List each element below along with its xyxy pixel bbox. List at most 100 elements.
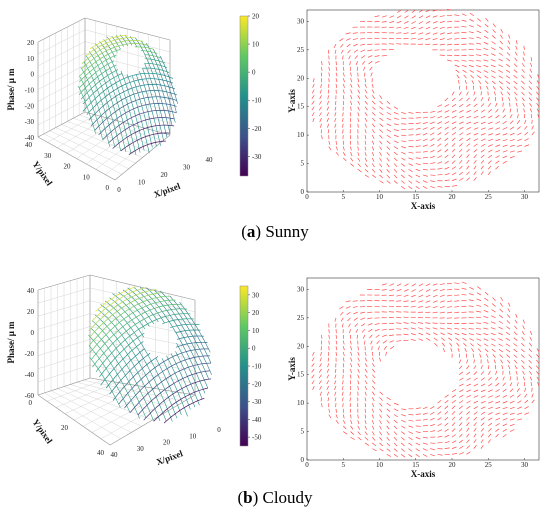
quiver-arrow — [458, 428, 463, 432]
quiver-arrow — [349, 61, 351, 66]
quiver-arrow — [364, 146, 367, 151]
quiver-arrow — [432, 300, 438, 303]
quiver-arrow — [357, 351, 360, 356]
quiver-arrow — [357, 368, 360, 373]
quiver-arrow — [422, 144, 428, 147]
quiver-arrow — [451, 166, 456, 170]
quiver-arrow — [320, 83, 322, 88]
quiver-arrow — [444, 115, 450, 119]
quiver-arrow — [342, 83, 345, 88]
quiver-arrow — [439, 289, 445, 292]
quiver-arrow — [430, 156, 436, 159]
mesh-line — [97, 309, 167, 422]
quiver-arrow — [461, 64, 467, 68]
quiver-arrow — [466, 177, 471, 181]
quiver-arrow — [451, 104, 457, 107]
quiver-arrow — [401, 436, 405, 441]
quiver-arrow — [328, 408, 331, 413]
quiver-arrow — [335, 61, 337, 66]
colorbar-sunny: 20 10 0 -10 -20 -30 — [239, 13, 262, 177]
quiver-arrow — [502, 376, 505, 381]
quiver-arrow — [364, 140, 367, 145]
quiver-arrow — [432, 21, 438, 24]
quiver-arrow — [491, 80, 496, 85]
quiver-arrow — [513, 63, 518, 68]
quiver-arrow — [530, 62, 533, 67]
quiver-arrow — [437, 435, 443, 438]
quiver-arrow — [364, 129, 367, 134]
x-tick-label: 30 — [521, 461, 529, 469]
quiver-arrow — [437, 417, 442, 421]
quiver-arrow — [466, 395, 471, 398]
quiver-arrow — [513, 86, 518, 90]
quiver-arrow — [480, 149, 485, 153]
quiver-arrow — [422, 168, 429, 171]
quiver-arrows — [311, 281, 540, 458]
quiver-arrow — [408, 436, 413, 441]
quiver-arrow — [506, 86, 511, 90]
quiver-arrow — [509, 418, 515, 421]
quiver-arrow — [505, 349, 511, 353]
quiver-arrow — [444, 97, 449, 102]
quiver-arrow — [422, 442, 428, 445]
quiver-arrow — [437, 143, 442, 147]
quiver-arrow — [458, 154, 463, 159]
quiver-arrow — [490, 327, 496, 330]
quiver-arrow — [326, 100, 330, 105]
quiver-arrow — [450, 347, 453, 353]
quiver-arrow — [524, 138, 529, 142]
quiver-arrow — [328, 66, 330, 71]
quiver-arrow — [403, 32, 409, 35]
quiver-arrow — [418, 9, 424, 13]
quiver-arrow — [371, 437, 376, 441]
quiver-arrow — [502, 428, 507, 432]
quiver-arrow — [469, 12, 474, 16]
quiver-arrow — [379, 112, 384, 116]
z-tick-label: -10 — [25, 87, 35, 95]
quiver-arrow — [446, 26, 453, 29]
quiver-arrow — [367, 317, 373, 320]
quiver-arrow — [432, 32, 438, 35]
quiver-arrow — [393, 174, 398, 179]
quiver-arrow — [487, 359, 489, 364]
quiver-arrow — [386, 163, 390, 168]
quiver-arrow — [364, 78, 366, 83]
quiver-arrow — [393, 442, 398, 447]
quiver-arrow — [371, 380, 376, 384]
quiver-arrow — [430, 424, 436, 427]
quiver-arrow — [466, 127, 472, 130]
mesh-line — [90, 34, 128, 49]
quiver-arrow — [480, 365, 483, 370]
quiver-arrow — [393, 169, 398, 173]
quiver-arrow — [371, 152, 375, 157]
quiver-arrow — [418, 306, 424, 308]
y-axis-label: Y-axis — [287, 89, 297, 113]
quiver-arrow — [480, 115, 486, 119]
quiver-arrow — [342, 363, 345, 368]
quiver-arrow — [508, 302, 511, 307]
quiver-arrow — [341, 385, 344, 391]
quiver-arrow — [379, 448, 384, 452]
quiver-arrow — [364, 168, 369, 173]
mesh-line — [89, 292, 163, 338]
quiver-arrow — [444, 148, 449, 153]
quiver-arrow — [495, 401, 501, 404]
quiver-arrow — [318, 380, 322, 385]
quiver-arrow — [502, 412, 508, 415]
quiver-arrow — [345, 300, 351, 303]
quiver-arrow — [422, 406, 428, 410]
grid-line — [73, 118, 157, 147]
quiver-arrow — [507, 46, 511, 51]
quiver-arrow — [495, 428, 500, 432]
quiver-arrow — [454, 43, 460, 46]
quiver-arrow — [350, 146, 352, 151]
quiver-arrow — [335, 346, 338, 351]
y-tick-label: 0 — [106, 184, 110, 192]
quiver-arrow — [509, 394, 515, 398]
grid-line — [76, 382, 174, 408]
quiver-arrow — [536, 108, 540, 113]
quiver-arrow — [498, 70, 503, 73]
quiver-arrow — [468, 333, 474, 336]
quiver-arrow — [451, 160, 456, 164]
z-axis-label: Phase/ μ m — [6, 321, 16, 364]
